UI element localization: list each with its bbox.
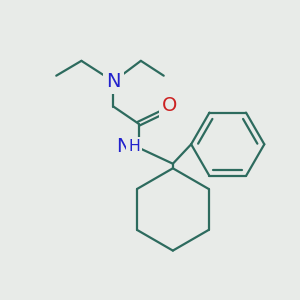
Text: N: N	[106, 72, 121, 91]
Text: H: H	[128, 139, 140, 154]
Text: N: N	[116, 137, 131, 156]
Text: O: O	[162, 96, 177, 115]
